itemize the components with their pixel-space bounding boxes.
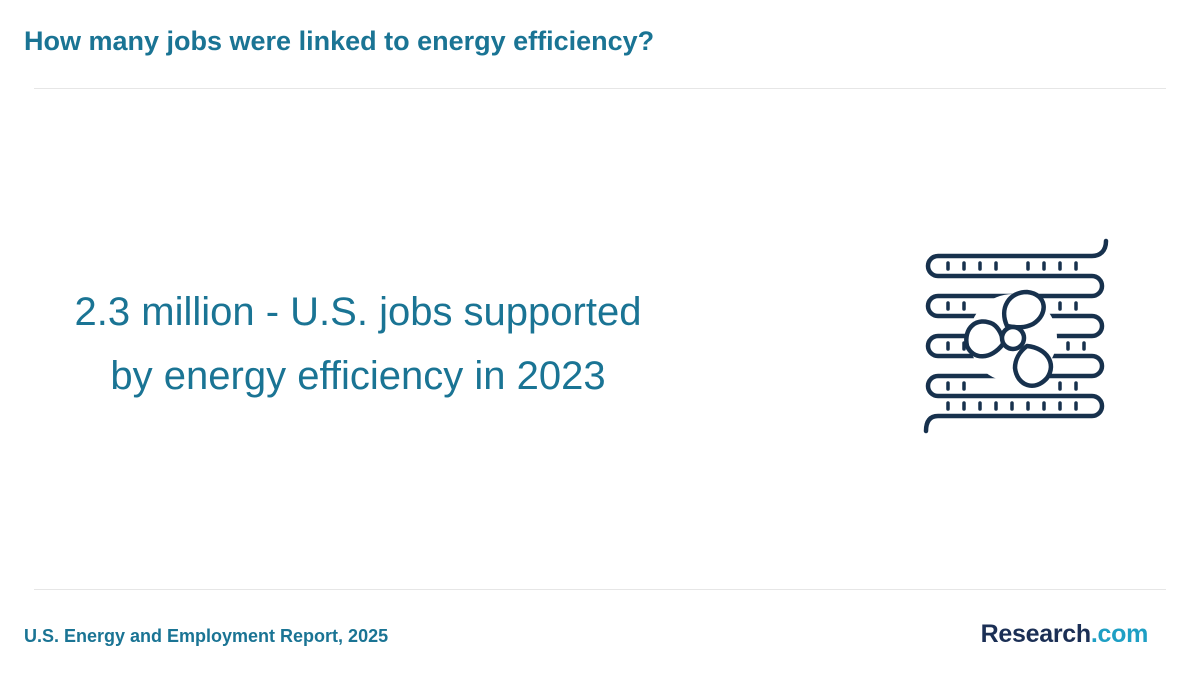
statistic-line-1: 2.3 million - U.S. jobs supported: [74, 290, 642, 334]
brand-logo[interactable]: Research.com: [980, 620, 1149, 649]
source-citation: U.S. Energy and Employment Report, 2025: [24, 626, 389, 646]
statistic-line-2: by energy efficiency in 2023: [110, 354, 606, 398]
top-divider: [34, 88, 1166, 89]
hvac-coil-fan-icon: [923, 238, 1109, 434]
fan-icon: [964, 289, 1057, 388]
bottom-divider: [34, 589, 1166, 590]
brand-suffix: .com: [1090, 620, 1148, 648]
coil-fins-icon: [946, 261, 1086, 411]
brand-name: Research: [980, 620, 1091, 648]
page-title: How many jobs were linked to energy effi…: [24, 26, 655, 56]
key-statistic: 2.3 million - U.S. jobs supported by ene…: [38, 280, 678, 408]
